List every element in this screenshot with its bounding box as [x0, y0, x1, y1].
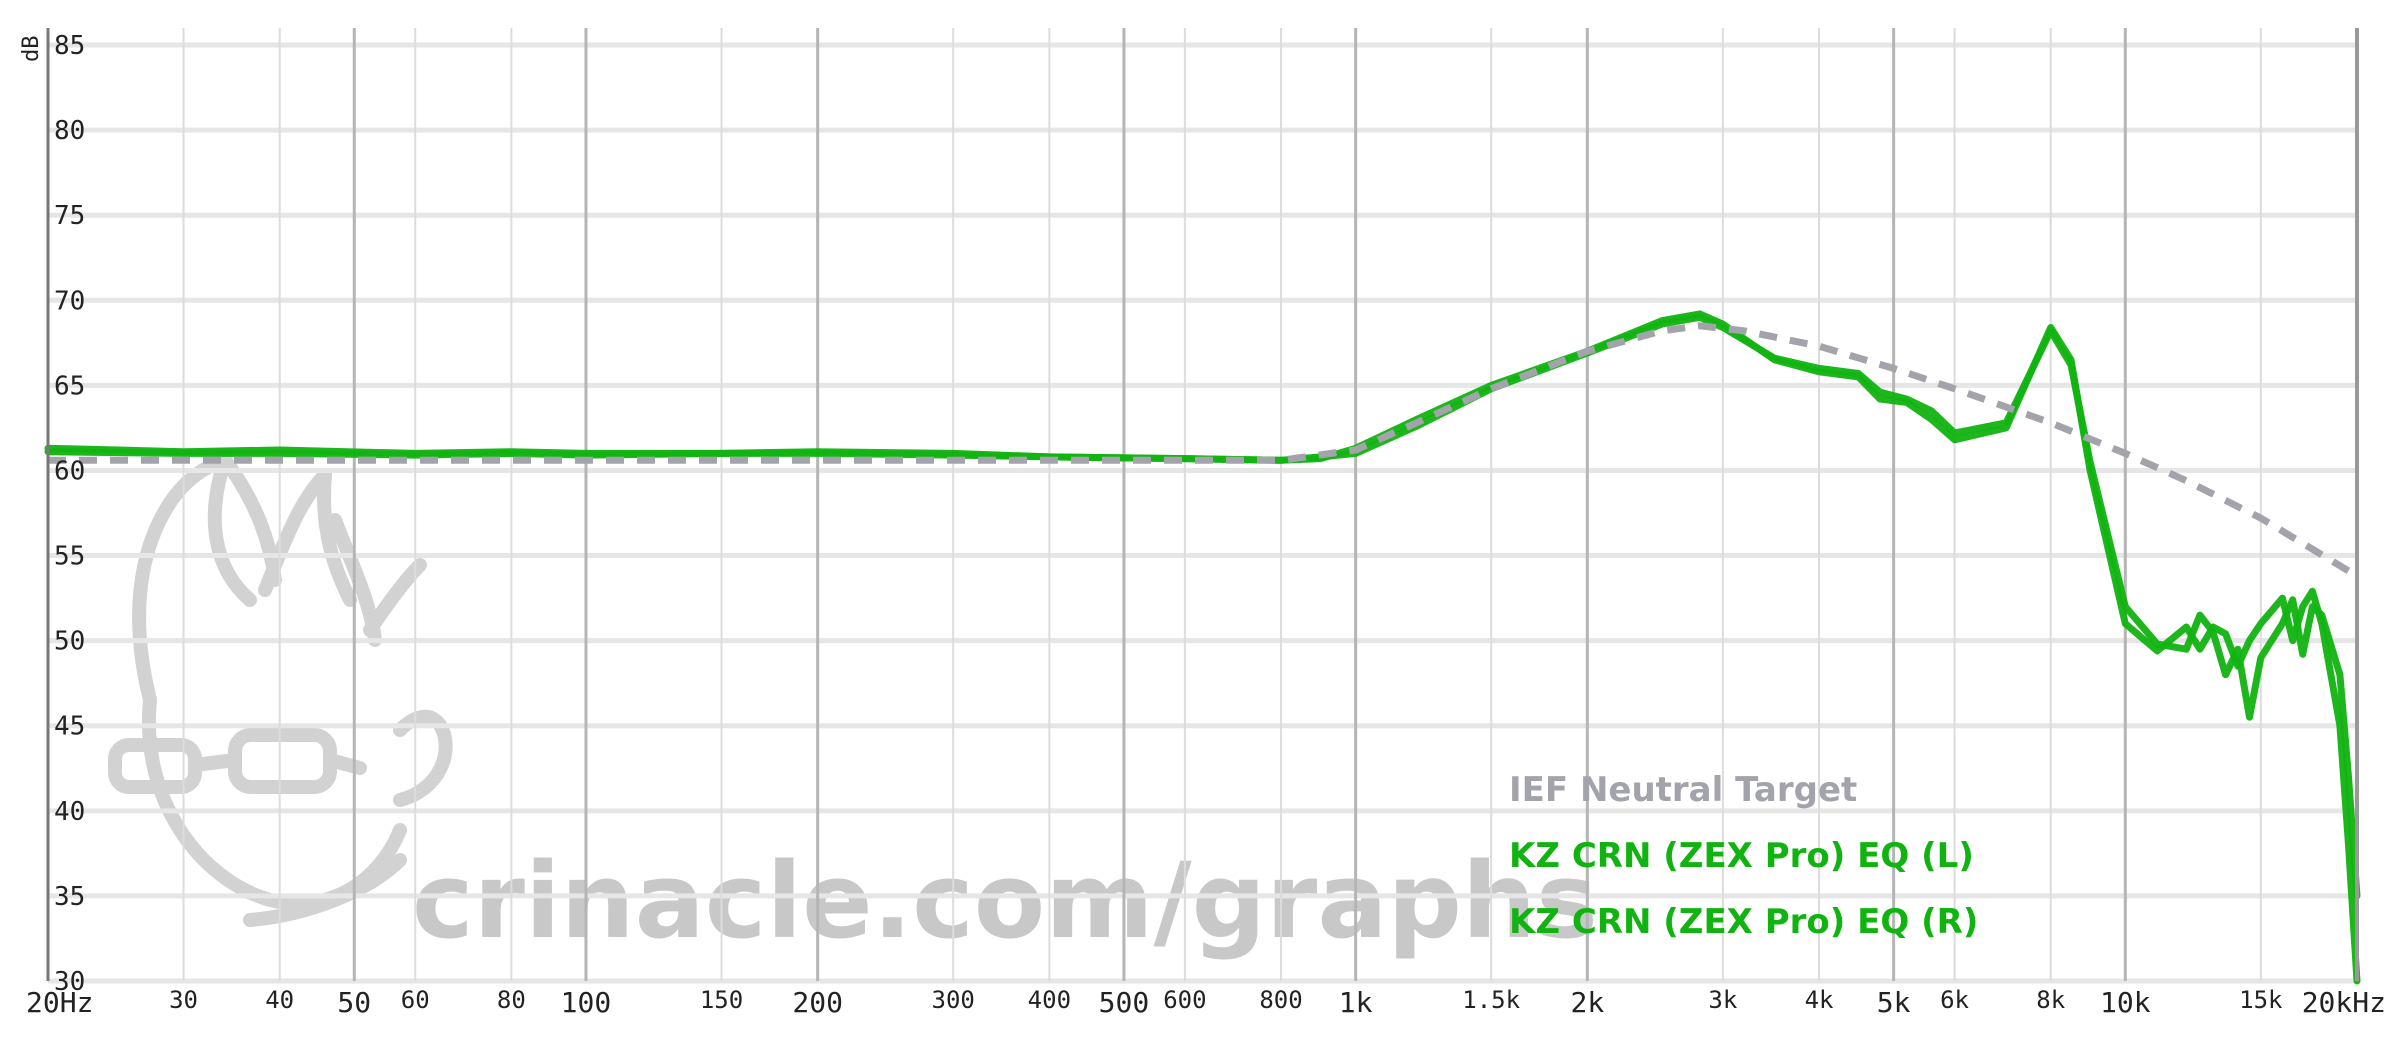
x-tick-label: 10k: [2100, 986, 2151, 1019]
x-tick-label: 30: [169, 986, 198, 1014]
y-tick-label: 30: [54, 967, 85, 997]
legend: IEF Neutral Target KZ CRN (ZEX Pro) EQ (L…: [1509, 770, 1978, 942]
legend-entry-2: KZ CRN (ZEX Pro) EQ (R): [1509, 902, 1978, 942]
x-tick-label: 200: [792, 986, 843, 1019]
x-tick-label: 600: [1163, 986, 1206, 1014]
series-line-2: [44, 313, 2361, 900]
x-tick-label: 15k: [2239, 986, 2283, 1014]
x-tick-label: 20kHz: [2302, 986, 2386, 1019]
y-tick-label: 65: [54, 371, 85, 401]
x-tick-label: 4k: [1805, 986, 1834, 1014]
x-tick-label: 2k: [1570, 986, 1604, 1019]
x-tick-label: 20Hz: [26, 986, 93, 1019]
x-tick-label: 8k: [2036, 986, 2065, 1014]
x-tick-label: 100: [561, 986, 612, 1019]
x-tick-label: 150: [700, 986, 743, 1014]
x-tick-label: 400: [1028, 986, 1071, 1014]
x-tick-label: 300: [932, 986, 975, 1014]
x-tick-label: 80: [497, 986, 526, 1014]
x-tick-label: 3k: [1708, 986, 1737, 1014]
x-tick-label: 5k: [1877, 986, 1911, 1019]
series-layer: [44, 310, 2361, 985]
series-line-0: [48, 322, 2359, 579]
y-axis-unit-label: dB: [19, 36, 44, 63]
x-tick-label: 40: [265, 986, 294, 1014]
y-tick-label: 55: [54, 542, 85, 572]
x-tick-label: 6k: [1940, 986, 1969, 1014]
watermark-text: crinacle.com/graphs: [412, 840, 1598, 962]
y-tick-label: 50: [54, 627, 85, 657]
x-tick-label: 50: [337, 986, 371, 1019]
x-tick-label: 1.5k: [1462, 986, 1520, 1014]
x-tick-label: 60: [401, 986, 430, 1014]
y-tick-label: 80: [54, 116, 85, 146]
legend-entry-0: IEF Neutral Target: [1509, 770, 1857, 810]
x-tick-label: 1k: [1339, 986, 1373, 1019]
grid-layer: [48, 28, 2357, 984]
y-tick-label: 40: [54, 797, 85, 827]
x-tick-label: 500: [1099, 986, 1150, 1019]
y-tick-label: 45: [54, 712, 85, 742]
y-tick-label: 70: [54, 286, 85, 316]
y-tick-label: 75: [54, 201, 85, 231]
y-tick-label: 60: [54, 456, 85, 486]
legend-entry-1: KZ CRN (ZEX Pro) EQ (L): [1509, 836, 1974, 876]
y-tick-label: 35: [54, 882, 85, 912]
x-tick-label: 800: [1259, 986, 1302, 1014]
y-tick-label: 85: [54, 31, 85, 61]
